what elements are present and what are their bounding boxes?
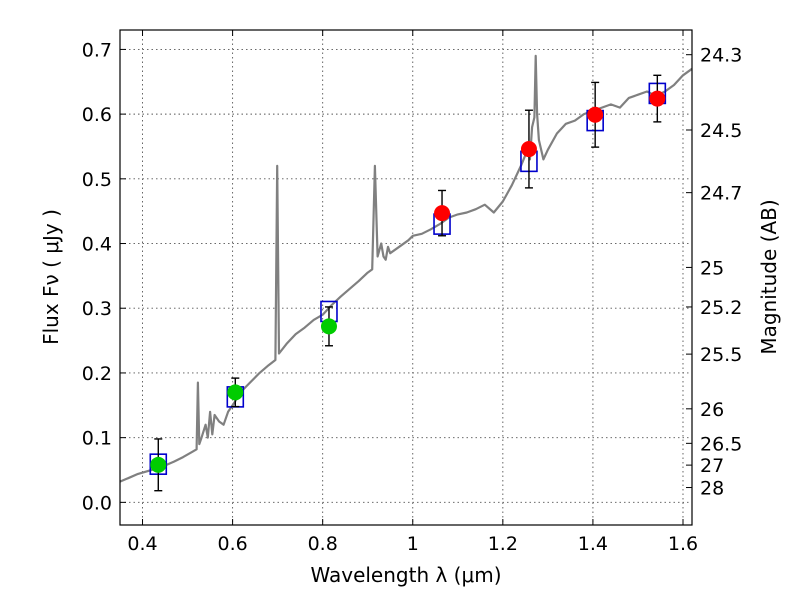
mag-tick-label: 26.5 xyxy=(700,433,742,455)
y-tick-label: 0.6 xyxy=(82,104,112,126)
mag-tick-label: 26 xyxy=(700,399,724,421)
mag-tick-label: 24.5 xyxy=(700,120,742,142)
x-tick-label: 1.6 xyxy=(668,533,698,555)
x-tick-label: 0.6 xyxy=(217,533,247,555)
data-point xyxy=(320,318,337,335)
mag-tick-label: 25.2 xyxy=(700,297,742,319)
grid xyxy=(120,30,692,525)
y-tick-label: 0.5 xyxy=(82,169,112,191)
mag-tick-label: 24.3 xyxy=(700,45,742,67)
x-tick-label: 1.4 xyxy=(578,533,608,555)
y-tick-label: 0.3 xyxy=(82,298,112,320)
mag-tick-label: 27 xyxy=(700,455,724,477)
data-point xyxy=(434,205,451,222)
y-tick-label: 0.4 xyxy=(82,234,112,256)
x-tick-label: 1 xyxy=(407,533,419,555)
ticks-layer: 0.4 0.6 0.8 1 1.2 1.4 1.6 0.0 0.1 0.2 0.3 0.4 0.5 0.6… xyxy=(82,30,742,555)
y-tick-label: 0.7 xyxy=(82,39,112,61)
data-points-layer xyxy=(150,74,666,492)
x-tick-label: 1.2 xyxy=(488,533,518,555)
data-point xyxy=(227,384,244,401)
data-point xyxy=(150,456,167,473)
data-point xyxy=(520,141,537,158)
y2-axis-label: Magnitude (AB) xyxy=(757,199,781,354)
y-tick-label: 0.0 xyxy=(82,492,112,514)
mag-tick-label: 25.5 xyxy=(700,344,742,366)
plot-frame xyxy=(119,29,693,526)
data-point xyxy=(587,106,604,123)
mag-tick-label: 28 xyxy=(700,478,724,500)
spectrum-line xyxy=(119,54,693,483)
data-point xyxy=(649,90,666,107)
y-tick-label: 0.2 xyxy=(82,363,112,385)
x-axis-label: Wavelength λ (μm) xyxy=(310,563,501,587)
y-tick-label: 0.1 xyxy=(82,428,112,450)
plot-background xyxy=(120,30,692,525)
mag-tick-label: 25 xyxy=(700,257,724,279)
x-tick-label: 0.8 xyxy=(308,533,338,555)
x-tick-label: 0.4 xyxy=(127,533,157,555)
y-axis-label: Flux Fν ( μJy ) xyxy=(39,209,63,345)
spectrum-layer xyxy=(119,54,693,483)
mag-tick-label: 24.7 xyxy=(700,183,742,205)
